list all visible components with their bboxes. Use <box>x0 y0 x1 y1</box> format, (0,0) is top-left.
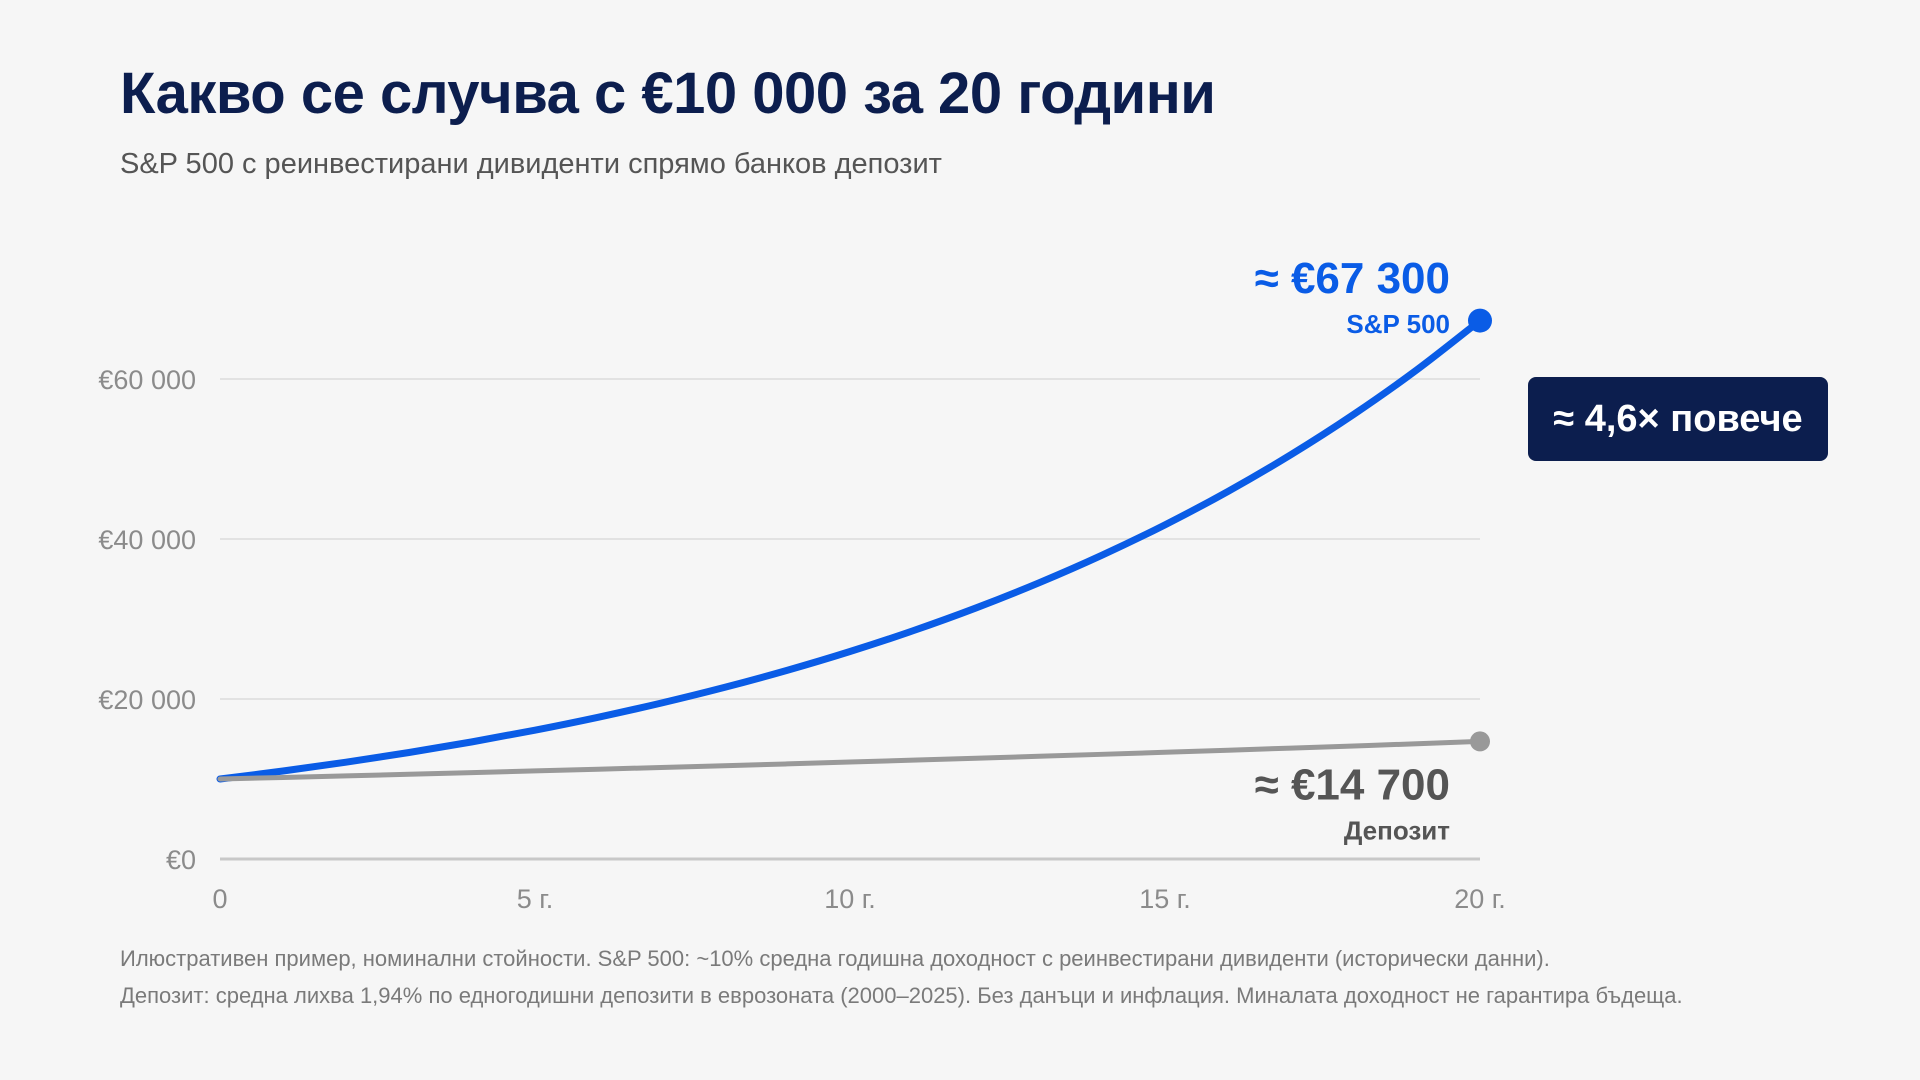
y-tick-label: €20 000 <box>98 685 196 715</box>
x-tick-label: 15 г. <box>1139 884 1191 914</box>
end-value-deposit: ≈ €14 700 <box>1255 760 1450 809</box>
x-axis-labels: 0 5 г. 10 г. 15 г. 20 г. <box>212 884 1505 914</box>
page-title: Какво се случва с €10 000 за 20 години <box>120 61 1216 126</box>
series-line-sp500 <box>216 317 1484 783</box>
ratio-annotation: ≈ 4,6× повече <box>1528 377 1828 461</box>
y-tick-label: €0 <box>166 845 196 875</box>
y-tick-label: €60 000 <box>98 365 196 395</box>
series-line-deposit <box>217 738 1483 782</box>
x-tick-label: 5 г. <box>517 884 554 914</box>
x-tick-label: 0 <box>212 884 227 914</box>
page-subtitle: S&P 500 с реинвестирани дивиденти спрямо… <box>120 148 942 180</box>
y-axis-labels: €0 €20 000 €40 000 €60 000 <box>98 365 196 875</box>
series <box>216 308 1492 783</box>
end-labels: ≈ €67 300 S&P 500 ≈ €14 700 Депозит <box>1255 254 1451 845</box>
end-value-sp500: ≈ €67 300 <box>1255 254 1450 303</box>
y-tick-label: €40 000 <box>98 525 196 555</box>
footnote-line-2: Депозит: средна лихва 1,94% по едногодиш… <box>120 983 1683 1008</box>
footnote-line-1: Илюстративен пример, номинални стойности… <box>120 946 1550 971</box>
end-series-name-deposit: Депозит <box>1344 815 1450 845</box>
x-tick-label: 20 г. <box>1454 884 1506 914</box>
x-tick-label: 10 г. <box>824 884 876 914</box>
end-point-deposit <box>1470 731 1490 752</box>
end-point-sp500 <box>1468 308 1492 333</box>
end-series-name-sp500: S&P 500 <box>1346 309 1450 339</box>
grid <box>220 378 1480 861</box>
